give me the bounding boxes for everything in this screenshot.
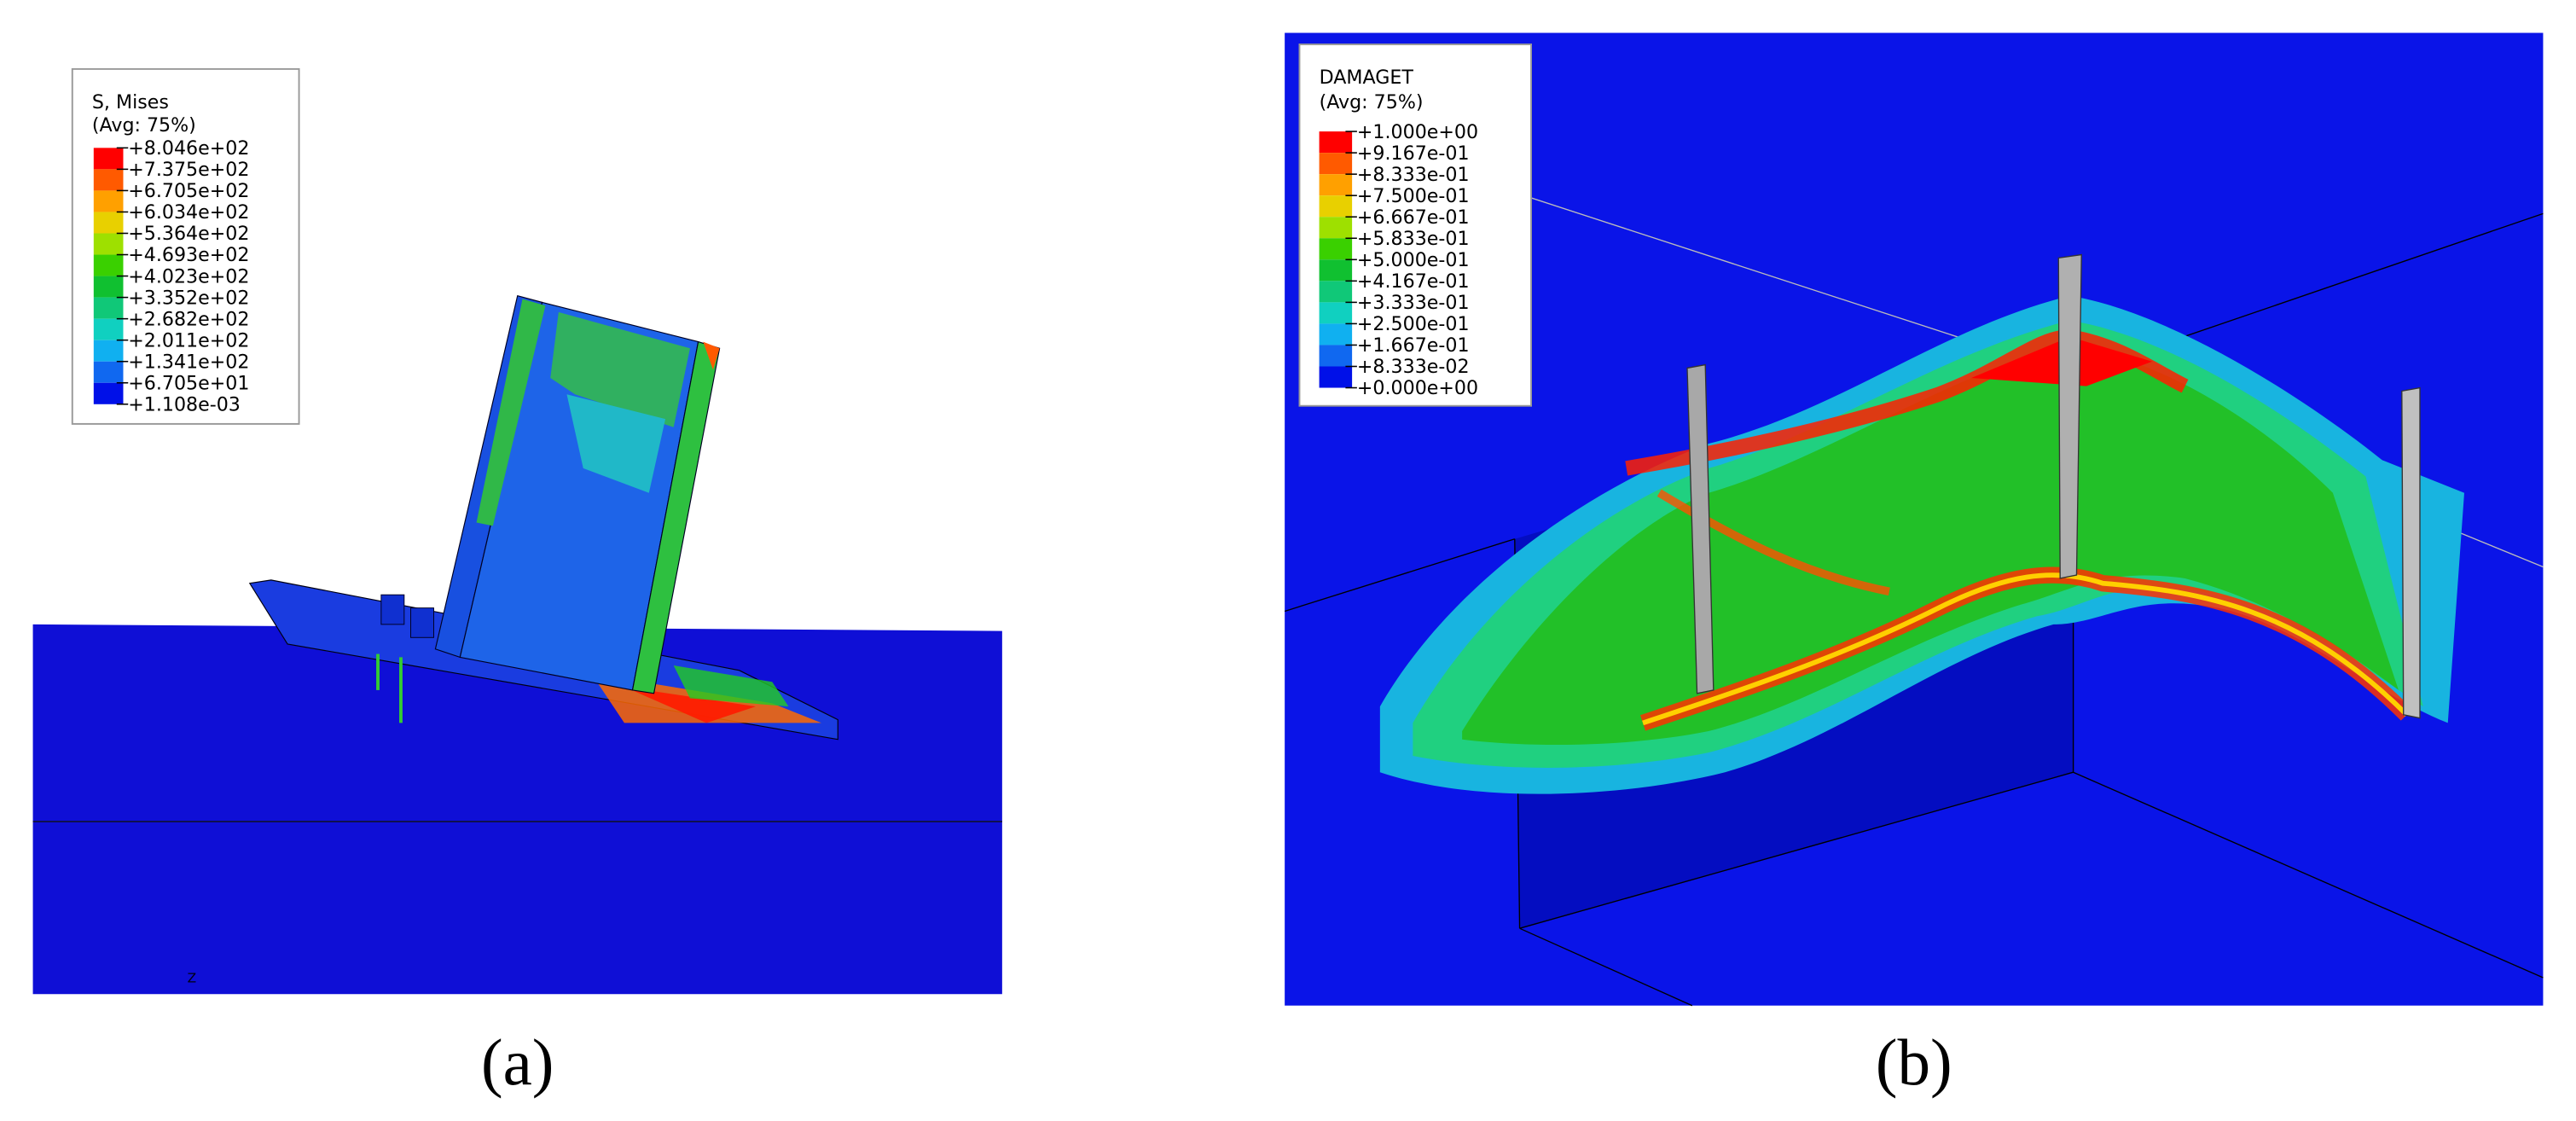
legend-swatch	[1319, 131, 1353, 154]
legend-label: +6.034e+02	[128, 201, 249, 224]
pile	[2401, 386, 2421, 719]
legend-swatch	[1319, 217, 1353, 239]
legend-label: +9.167e-01	[1357, 142, 1470, 165]
legend-label: +0.000e+00	[1357, 377, 1478, 399]
legend-swatch	[1319, 259, 1353, 282]
damage-band	[1642, 572, 2409, 726]
legend-subtitle: (Avg: 75%)	[92, 114, 196, 136]
legend-swatch	[93, 382, 124, 404]
legend-label: +5.364e+02	[128, 223, 249, 245]
legend-swatch	[93, 169, 124, 191]
triad-label: Z	[188, 971, 197, 986]
bolt	[410, 607, 434, 638]
legend-label: +6.705e+02	[128, 180, 249, 202]
legend-title: DAMAGET	[1320, 67, 1414, 89]
legend-swatch	[93, 148, 124, 170]
legend-label: +7.375e+02	[128, 159, 249, 181]
legend-swatch	[1319, 281, 1353, 303]
legend-swatch	[1319, 153, 1353, 175]
legend-label: +4.023e+02	[128, 265, 249, 288]
legend-label: +5.000e-01	[1357, 249, 1470, 271]
legend-label: +2.011e+02	[128, 329, 249, 351]
legend-label: +3.352e+02	[128, 287, 249, 309]
legend-swatch	[93, 254, 124, 276]
legend-swatch	[93, 212, 124, 234]
panel-b: DAMAGET (Avg: 75%) +1.000e+00+9.167e-01+…	[1284, 32, 2544, 1099]
legend-label: +2.500e-01	[1357, 313, 1470, 335]
legend-swatch	[1319, 345, 1353, 367]
legend-label: +4.167e-01	[1357, 270, 1470, 293]
caption: (b)	[1876, 1025, 1952, 1099]
legend: DAMAGET (Avg: 75%) +1.000e+00+9.167e-01+…	[1298, 44, 1533, 407]
legend-swatch	[1319, 302, 1353, 324]
legend-swatch	[1319, 366, 1353, 388]
stress-zone	[673, 665, 789, 707]
legend-swatch	[93, 190, 124, 212]
legend-label: +7.500e-01	[1357, 185, 1470, 207]
stress-zone	[550, 311, 690, 427]
stress-zone	[476, 299, 546, 526]
caption: (a)	[481, 1025, 554, 1099]
legend-label: +1.108e-03	[128, 393, 241, 415]
legend-label: +2.682e+02	[128, 308, 249, 330]
stress-peak	[624, 687, 756, 723]
legend-title: S, Mises	[92, 91, 169, 113]
legend: S, Mises (Avg: 75%) +8.046e+02+7.375e+02…	[71, 67, 300, 425]
legend-swatch	[1319, 238, 1353, 260]
pile	[1686, 363, 1714, 694]
stress-zone	[566, 394, 666, 493]
stress-peak	[703, 341, 720, 370]
legend-label: +6.667e-01	[1357, 206, 1470, 229]
legend-label: +8.046e+02	[128, 137, 249, 160]
damage-band	[1656, 489, 1890, 596]
legend-swatch	[93, 318, 124, 340]
pile	[2057, 253, 2082, 579]
legend-swatch	[1319, 195, 1353, 218]
legend-swatch	[93, 340, 124, 362]
legend-label: +1.667e-01	[1357, 334, 1470, 357]
legend-label: +1.341e+02	[128, 351, 249, 373]
legend-label: +5.833e-01	[1357, 228, 1470, 250]
legend-label: +8.333e-01	[1357, 164, 1470, 186]
bolt	[380, 594, 405, 625]
panel-a: Z S, Mises (Avg: 75%) +8.046e+02+7.375e+…	[32, 67, 1002, 1099]
legend-subtitle: (Avg: 75%)	[1320, 91, 1424, 113]
legend-swatch	[93, 233, 124, 255]
legend-label: +1.000e+00	[1357, 121, 1478, 143]
legend-swatch	[93, 361, 124, 383]
legend-label: +3.333e-01	[1357, 292, 1470, 314]
legend-swatch	[93, 276, 124, 298]
legend-label: +4.693e+02	[128, 244, 249, 266]
legend-swatch	[1319, 323, 1353, 346]
legend-swatch	[93, 297, 124, 319]
legend-label: +8.333e-02	[1357, 356, 1470, 378]
legend-label: +6.705e+01	[128, 372, 249, 394]
legend-swatch	[1319, 174, 1353, 196]
